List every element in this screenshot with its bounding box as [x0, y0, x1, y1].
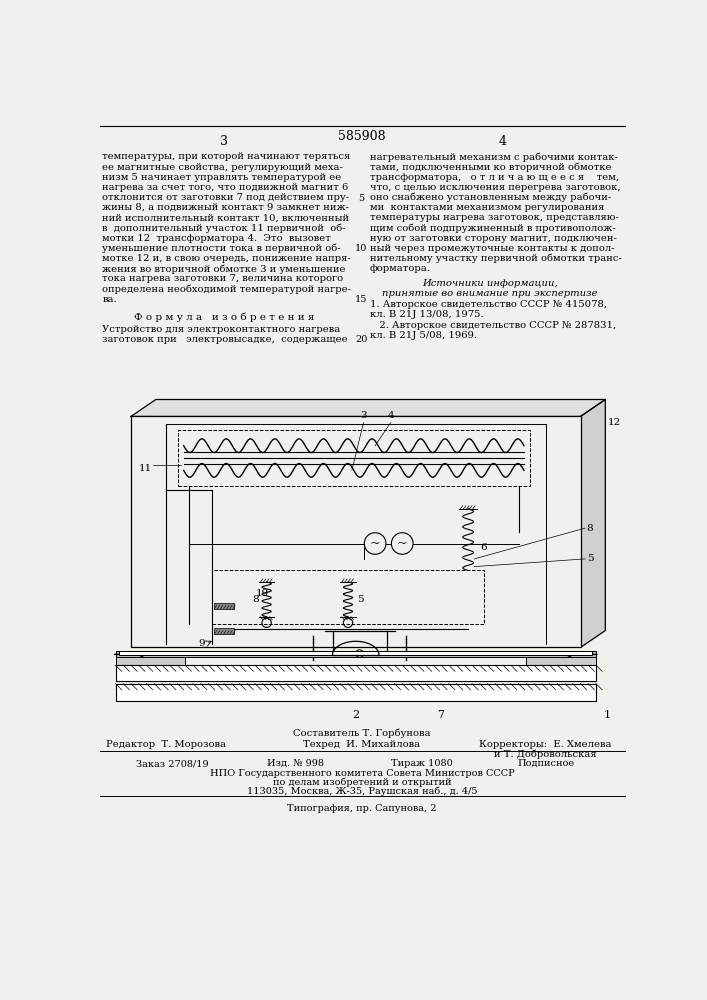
Text: 2. Авторское свидетельство СССР № 287831,: 2. Авторское свидетельство СССР № 287831… — [370, 321, 616, 330]
Text: ми  контактами механизмом регулирования: ми контактами механизмом регулирования — [370, 203, 604, 212]
Text: 7: 7 — [438, 710, 445, 720]
Text: в  дополнительный участок 11 первичной  об-: в дополнительный участок 11 первичной об… — [103, 223, 346, 233]
Text: мотке 12 и, в свою очередь, понижение напря-: мотке 12 и, в свою очередь, понижение на… — [103, 254, 351, 263]
Text: ее магнитные свойства, регулирующий меха-: ее магнитные свойства, регулирующий меха… — [103, 163, 343, 172]
Text: Устройство для электроконтактного нагрева: Устройство для электроконтактного нагрев… — [103, 325, 341, 334]
Bar — [177, 430, 530, 486]
Text: Корректоры:  Е. Хмелева: Корректоры: Е. Хмелева — [479, 740, 612, 749]
Text: Составитель Т. Горбунова: Составитель Т. Горбунова — [293, 728, 431, 738]
Text: Техред  И. Михайлова: Техред И. Михайлова — [303, 740, 421, 749]
Text: Ф о р м у л а   и з о б р е т е н и я: Ф о р м у л а и з о б р е т е н и я — [134, 312, 314, 322]
Text: нагрева за счет того, что подвижной магнит 6: нагрева за счет того, что подвижной магн… — [103, 183, 349, 192]
Bar — [115, 651, 596, 657]
Text: Изд. № 998: Изд. № 998 — [267, 759, 324, 768]
Text: Подписное: Подписное — [517, 759, 574, 768]
Bar — [115, 665, 596, 681]
Text: Источники информации,: Источники информации, — [422, 279, 558, 288]
Text: трансформатора,   о т л и ч а ю щ е е с я    тем,: трансформатора, о т л и ч а ю щ е е с я … — [370, 173, 619, 182]
Bar — [214, 628, 234, 634]
Text: тами, подключенными ко вторичной обмотке: тами, подключенными ко вторичной обмотке — [370, 163, 611, 172]
Text: тока нагрева заготовки 7, величина которого: тока нагрева заготовки 7, величина котор… — [103, 274, 344, 283]
Text: Заказ 2708/19: Заказ 2708/19 — [136, 759, 209, 768]
Text: 1: 1 — [604, 710, 611, 720]
Bar — [115, 651, 185, 674]
Text: Тираж 1080: Тираж 1080 — [391, 759, 452, 768]
Text: 20: 20 — [355, 335, 368, 344]
Text: 4: 4 — [387, 411, 394, 420]
Text: Редактор  Т. Морозова: Редактор Т. Морозова — [106, 740, 226, 749]
Text: и Т. Добровольская: и Т. Добровольская — [494, 749, 597, 759]
Text: 12: 12 — [607, 418, 621, 427]
Text: форматора.: форматора. — [370, 264, 431, 273]
Text: ва.: ва. — [103, 295, 117, 304]
Text: температуры, при которой начинают теряться: температуры, при которой начинают терять… — [103, 152, 351, 161]
Text: 5: 5 — [357, 595, 364, 604]
Text: 6: 6 — [480, 543, 486, 552]
Text: кл. В 21J 13/08, 1975.: кл. В 21J 13/08, 1975. — [370, 310, 484, 319]
Text: 3: 3 — [220, 135, 228, 148]
Text: 11: 11 — [139, 464, 152, 473]
Text: 3: 3 — [360, 411, 367, 420]
Bar — [214, 603, 234, 609]
Text: Типография, пр. Сапунова, 2: Типография, пр. Сапунова, 2 — [287, 804, 437, 813]
Text: 15: 15 — [355, 295, 368, 304]
Text: что, с целью исключения перегрева заготовок,: что, с целью исключения перегрева загото… — [370, 183, 620, 192]
Text: температуры нагрева заготовок, представляю-: температуры нагрева заготовок, представл… — [370, 213, 619, 222]
Text: уменьшение плотности тока в первичной об-: уменьшение плотности тока в первичной об… — [103, 244, 341, 253]
Text: ную от заготовки сторону магнит, подключен-: ную от заготовки сторону магнит, подключ… — [370, 234, 617, 243]
Text: жения во вторичной обмотке 3 и уменьшение: жения во вторичной обмотке 3 и уменьшени… — [103, 264, 346, 274]
Text: ~: ~ — [397, 537, 407, 550]
Bar — [119, 651, 592, 655]
Text: щим собой подпружиненный в противополож-: щим собой подпружиненный в противополож- — [370, 223, 616, 233]
Text: низм 5 начинает управлять температурой ее: низм 5 начинает управлять температурой е… — [103, 173, 341, 182]
Bar — [131, 416, 580, 647]
Text: 4: 4 — [499, 135, 507, 148]
Text: 2: 2 — [352, 710, 359, 720]
Text: ный через промежуточные контакты к допол-: ный через промежуточные контакты к допол… — [370, 244, 614, 253]
Bar — [212, 570, 484, 624]
Text: 585908: 585908 — [338, 130, 386, 143]
Text: принятые во внимание при экспертизе: принятые во внимание при экспертизе — [382, 289, 597, 298]
Text: жины 8, а подвижный контакт 9 замкнет ниж-: жины 8, а подвижный контакт 9 замкнет ни… — [103, 203, 349, 212]
Text: оно снабжено установленным между рабочи-: оно снабжено установленным между рабочи- — [370, 193, 611, 202]
Bar — [115, 684, 596, 701]
Text: 9: 9 — [198, 639, 204, 648]
Text: 5: 5 — [587, 554, 593, 563]
Bar — [526, 651, 596, 674]
Text: кл. В 21J 5/08, 1969.: кл. В 21J 5/08, 1969. — [370, 331, 477, 340]
Polygon shape — [131, 400, 605, 416]
Text: 8: 8 — [252, 595, 259, 604]
Text: заготовок при   электровысадке,  содержащее: заготовок при электровысадке, содержащее — [103, 335, 348, 344]
Text: 113035, Москва, Ж-35, Раушская наб., д. 4/5: 113035, Москва, Ж-35, Раушская наб., д. … — [247, 786, 477, 796]
Text: определена необходимой температурой нагре-: определена необходимой температурой нагр… — [103, 284, 351, 294]
Text: нительному участку первичной обмотки транс-: нительному участку первичной обмотки тра… — [370, 254, 621, 263]
Text: ний исполнительный контакт 10, включенный: ний исполнительный контакт 10, включенны… — [103, 213, 349, 222]
Text: мотки 12  трансформатора 4.  Это  вызовет: мотки 12 трансформатора 4. Это вызовет — [103, 234, 331, 243]
Text: 8: 8 — [587, 524, 593, 533]
Text: нагревательный механизм с рабочими контак-: нагревательный механизм с рабочими конта… — [370, 152, 618, 162]
Text: по делам изобретений и открытий: по делам изобретений и открытий — [273, 778, 451, 787]
Text: НПО Государственного комитета Совета Министров СССР: НПО Государственного комитета Совета Мин… — [209, 769, 514, 778]
Polygon shape — [580, 400, 605, 647]
Text: 10: 10 — [355, 244, 368, 253]
Text: 19: 19 — [256, 589, 269, 598]
Text: ~: ~ — [370, 537, 380, 550]
Text: 1. Авторское свидетельство СССР № 415078,: 1. Авторское свидетельство СССР № 415078… — [370, 300, 607, 309]
Text: отклонится от заготовки 7 под действием пру-: отклонится от заготовки 7 под действием … — [103, 193, 349, 202]
Text: 5: 5 — [358, 194, 364, 203]
